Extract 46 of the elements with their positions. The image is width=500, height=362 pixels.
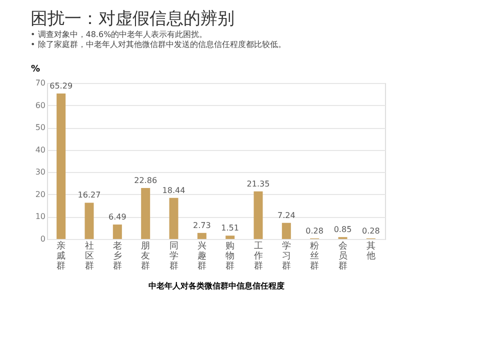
x-axis-title: 中老年人对各类微信群中信息信任程度 [148, 280, 284, 290]
data-label: 65.29 [50, 81, 73, 90]
x-tick-label: 社区群 [84, 240, 94, 272]
bar [169, 198, 178, 239]
bar [254, 191, 263, 239]
data-label: 7.24 [278, 210, 296, 220]
y-tick-label: 20 [35, 190, 46, 199]
y-tick-label: 50 [35, 123, 46, 132]
y-tick-label: 70 [35, 78, 46, 88]
data-label: 6.49 [108, 212, 126, 222]
x-tick-label: 兴趣群 [197, 240, 206, 272]
bar [84, 202, 94, 239]
x-tick-label: 购物群 [226, 240, 235, 272]
data-label: 1.51 [221, 224, 239, 233]
data-label: 21.35 [246, 179, 270, 188]
data-label: 18.44 [162, 186, 186, 195]
text: • 除了家庭群，中老年人对其他微信群中发送的信息信任程度都比较低。 [30, 40, 286, 49]
y-tick-label: 60 [35, 100, 46, 110]
x-tick-label: 学习群 [282, 240, 291, 272]
bar [56, 93, 66, 239]
y-tick-label: 40 [35, 145, 46, 154]
data-label: 0.28 [306, 226, 324, 236]
y-tick-label: 30 [35, 168, 46, 177]
data-label: 0.28 [362, 226, 380, 236]
bar [197, 232, 206, 239]
chart-title: 困扰一：对虚假信息的辨别 [30, 9, 234, 29]
x-tick-label: 同学群 [169, 242, 178, 272]
y-tick-label: 0 [40, 234, 46, 244]
y-axis-title: % [30, 64, 40, 74]
bar [141, 188, 150, 239]
bar [282, 222, 291, 239]
data-label: 2.73 [193, 220, 211, 230]
data-label: 16.27 [78, 190, 101, 200]
x-tick-label: 工作群 [252, 242, 263, 272]
x-tick-label: 朋友群 [141, 242, 150, 272]
x-tick-label: 亲戚群 [56, 240, 66, 272]
bar [112, 224, 122, 239]
bar [226, 236, 235, 239]
data-label: 0.85 [334, 225, 352, 234]
x-tick-label: 会员群 [338, 240, 348, 272]
data-label: 22.86 [134, 176, 158, 186]
text: • 调查对象中，48.6%的中老年人表示有此困扰。 [30, 30, 208, 39]
x-tick-label: 其他 [366, 240, 376, 262]
x-tick-label: 粉丝群 [310, 240, 320, 272]
x-tick-label: 老乡群 [112, 240, 122, 272]
y-tick-label: 10 [35, 212, 46, 222]
